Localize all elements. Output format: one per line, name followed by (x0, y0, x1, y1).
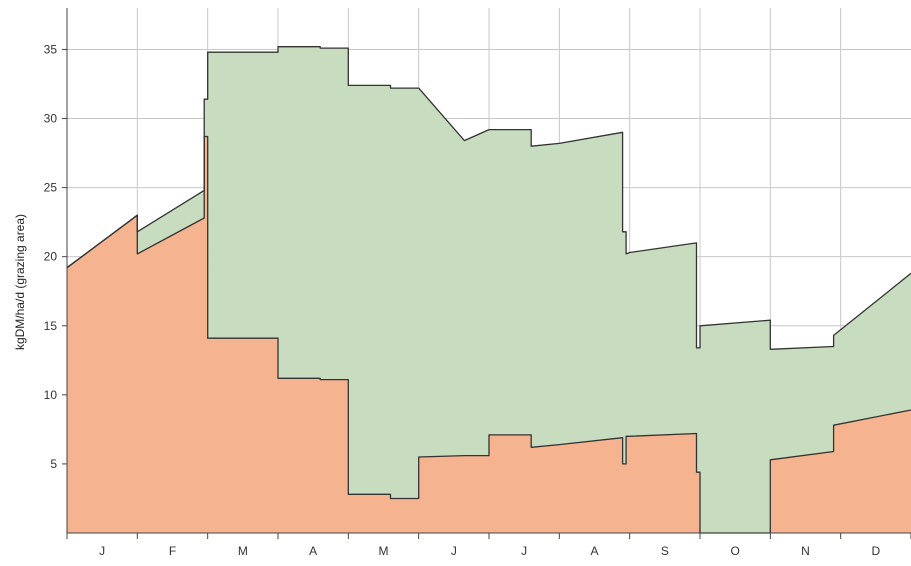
lower-area (67, 136, 911, 533)
x-tick-label: S (661, 544, 669, 558)
area-layer (66, 46, 911, 534)
x-tick-label: J (521, 544, 527, 558)
x-tick-label: O (730, 544, 739, 558)
x-tick-label: N (801, 544, 810, 558)
y-tick-label: 15 (44, 319, 58, 333)
x-tick-label: M (379, 544, 389, 558)
y-tick-label: 35 (44, 42, 58, 56)
x-tick-label: A (590, 544, 598, 558)
x-tick-label: A (309, 544, 317, 558)
upper-area (67, 46, 911, 533)
y-axis-title: kgDM/ha/d (grazing area) (13, 214, 27, 350)
label-layer: 5 10 15 20 25 30 35 J F M A M J J A S O N D (44, 42, 881, 558)
y-tick-label: 20 (44, 250, 58, 264)
axes-layer (62, 8, 911, 539)
x-tick-label: M (238, 544, 248, 558)
x-tick-label: D (871, 544, 880, 558)
x-tick-label: J (99, 544, 105, 558)
lower-series-line (66, 135, 911, 534)
y-tick-label: 30 (44, 112, 58, 126)
upper-series-line (66, 46, 911, 350)
y-tick-label: 5 (50, 457, 57, 471)
y-tick-label: 25 (44, 181, 58, 195)
x-tick-label: F (169, 544, 176, 558)
x-tick-label: J (451, 544, 457, 558)
y-tick-label: 10 (44, 388, 58, 402)
